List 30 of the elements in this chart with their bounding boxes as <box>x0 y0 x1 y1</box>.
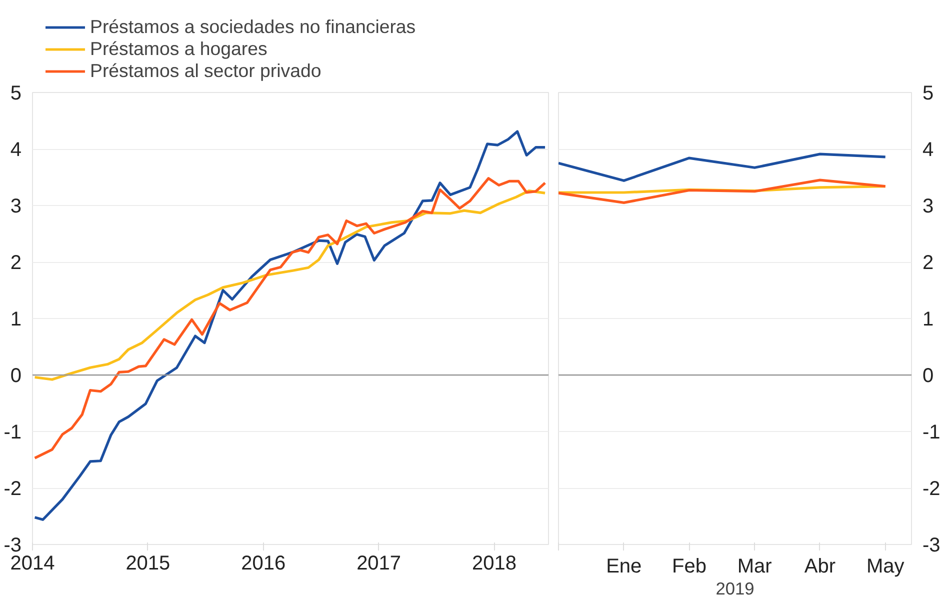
y-tick-label: 3 <box>922 196 934 218</box>
x-tick-label: 2016 <box>241 552 286 574</box>
y-tick-label: -2 <box>922 478 940 500</box>
y-tick-label: 5 <box>10 82 22 104</box>
x-tick-label: May <box>866 556 904 578</box>
x-tick-label: Ene <box>606 556 642 578</box>
y-tick-label: 2 <box>922 252 934 274</box>
x-tick-label: Mar <box>737 556 772 578</box>
y-tick-label: -1 <box>922 422 940 444</box>
x-tick-label: 2018 <box>472 552 516 574</box>
y-tick-label: 1 <box>922 308 934 330</box>
y-tick-label: 3 <box>10 196 22 218</box>
y-tick-label: -3 <box>922 534 940 556</box>
x-axis-title: 2019 <box>716 578 754 598</box>
x-tick-label: Abr <box>804 556 836 578</box>
x-tick-label: 2017 <box>356 552 402 574</box>
y-tick-label: -2 <box>4 478 22 500</box>
x-tick-label: Feb <box>672 556 706 578</box>
y-tick-label: 1 <box>10 308 22 330</box>
legend-label: Préstamos a sociedades no financieras <box>90 16 416 38</box>
y-tick-label: 0 <box>922 365 934 387</box>
y-tick-label: -1 <box>4 422 22 444</box>
x-tick-label: 2015 <box>126 552 170 574</box>
y-tick-label: 4 <box>922 139 934 161</box>
y-tick-label: 0 <box>10 365 22 387</box>
legend-label: Préstamos al sector privado <box>90 60 322 82</box>
y-tick-label: 2 <box>10 252 22 274</box>
legend-label: Préstamos a hogares <box>90 38 268 60</box>
y-tick-label: 5 <box>922 82 934 104</box>
y-tick-label: 4 <box>10 139 22 161</box>
